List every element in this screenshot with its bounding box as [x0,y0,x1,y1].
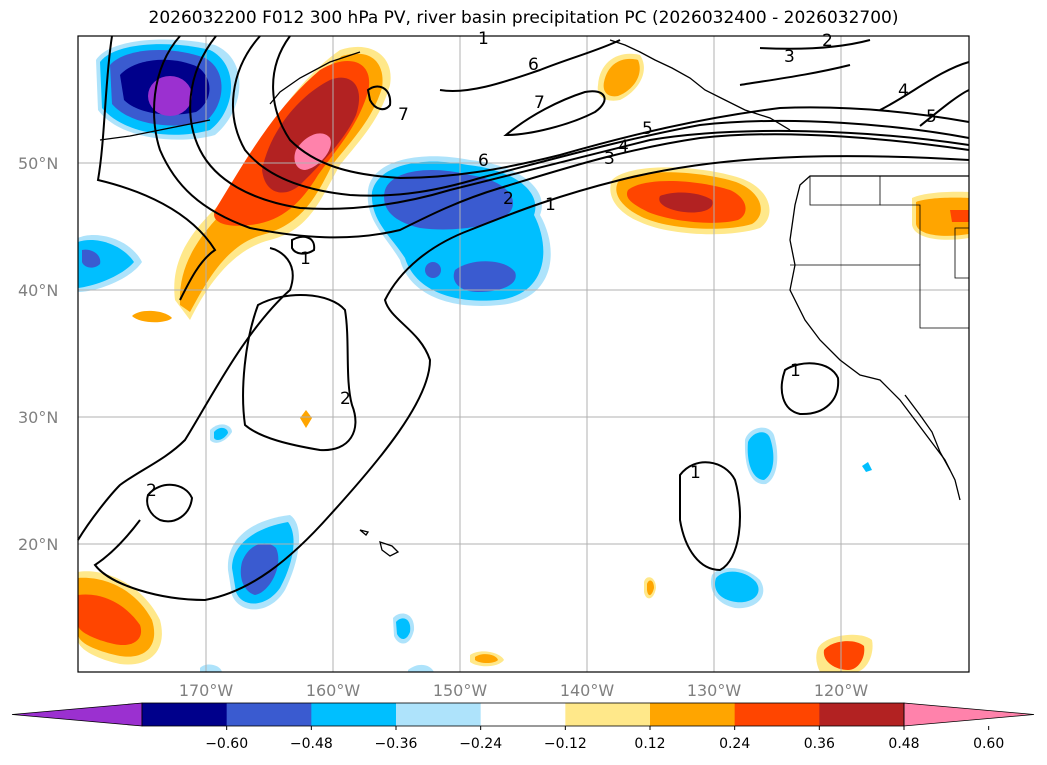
contour-label: 2 [340,389,351,409]
contour-label: 5 [642,119,653,139]
lon-label: 140°W [560,681,615,700]
colorbar-extend-min [11,702,143,727]
contour-label: 6 [478,151,489,171]
contour-label: 1 [790,361,801,381]
contour-label: 1 [545,195,556,215]
colorbar-tick-label: −0.36 [375,736,418,752]
colorbar-segment [734,703,820,726]
contour-labels: 1 1 1 1 2 2 2 3 3 4 4 5 5 6 6 7 7 1 2 [146,29,937,501]
contour-label: 1 [690,463,701,483]
lat-label: 50°N [18,154,58,173]
lat-label: 20°N [18,535,58,554]
map-area [78,36,969,672]
pv-contours [77,35,970,602]
contour-label: 4 [898,81,909,101]
lon-label: 160°W [306,681,361,700]
colorbar-tick-label: 0.24 [719,736,750,752]
contour-label: 1 [478,29,489,49]
lat-label: 30°N [18,408,58,427]
colorbar-tick-label: 0.36 [804,736,835,752]
contour-label: 5 [926,107,937,127]
colorbar-frame [141,702,905,727]
lat-label: 40°N [18,281,58,300]
colorbar-segment [226,703,312,726]
contour-label: 7 [534,93,545,113]
colorbar-tick-label: 0.12 [634,736,665,752]
contour-label: 3 [604,149,615,169]
colorbar-tick-label: −0.24 [459,736,502,752]
latitude-labels: 50°N 40°N 30°N 20°N [18,154,58,554]
graticule [78,36,969,672]
map-title: 2026032200 F012 300 hPa PV, river basin … [148,8,899,28]
colorbar-extend-max [903,702,1035,727]
colorbar-segment [565,703,651,726]
contour-label: 2 [146,481,157,501]
contour-label: 6 [528,55,539,75]
lon-label: 170°W [179,681,234,700]
map-frame [77,35,970,673]
colorbar-tick-label: 0.60 [973,736,1004,752]
longitude-labels: 170°W 160°W 150°W 140°W 130°W 120°W [179,681,869,700]
lon-label: 130°W [687,681,742,700]
colorbar-tick-label: −0.60 [205,736,248,752]
colorbar: −0.60 −0.48 −0.36 −0.24 −0.12 0.12 0.24 0.36 0.4… [11,702,1035,752]
colorbar-segment [480,703,566,726]
colorbar-segment [396,703,482,726]
contour-label: 3 [784,47,795,67]
contour-label: 7 [398,105,409,125]
colorbar-tick-label: −0.48 [290,736,333,752]
lon-label: 150°W [433,681,488,700]
contour-label: 2 [503,189,514,209]
contour-label: 1 [300,249,311,269]
colorbar-segment [819,703,905,726]
colorbar-segment [650,703,736,726]
colorbar-tick-label: 0.48 [888,736,919,752]
precip-shading [78,39,969,672]
coastlines [99,39,969,557]
contour-label: 4 [618,137,629,157]
colorbar-tick-label: −0.12 [544,736,587,752]
contour-label: 2 [822,31,833,51]
colorbar-segment [142,703,228,726]
lon-label: 120°W [814,681,869,700]
colorbar-segment [311,703,397,726]
